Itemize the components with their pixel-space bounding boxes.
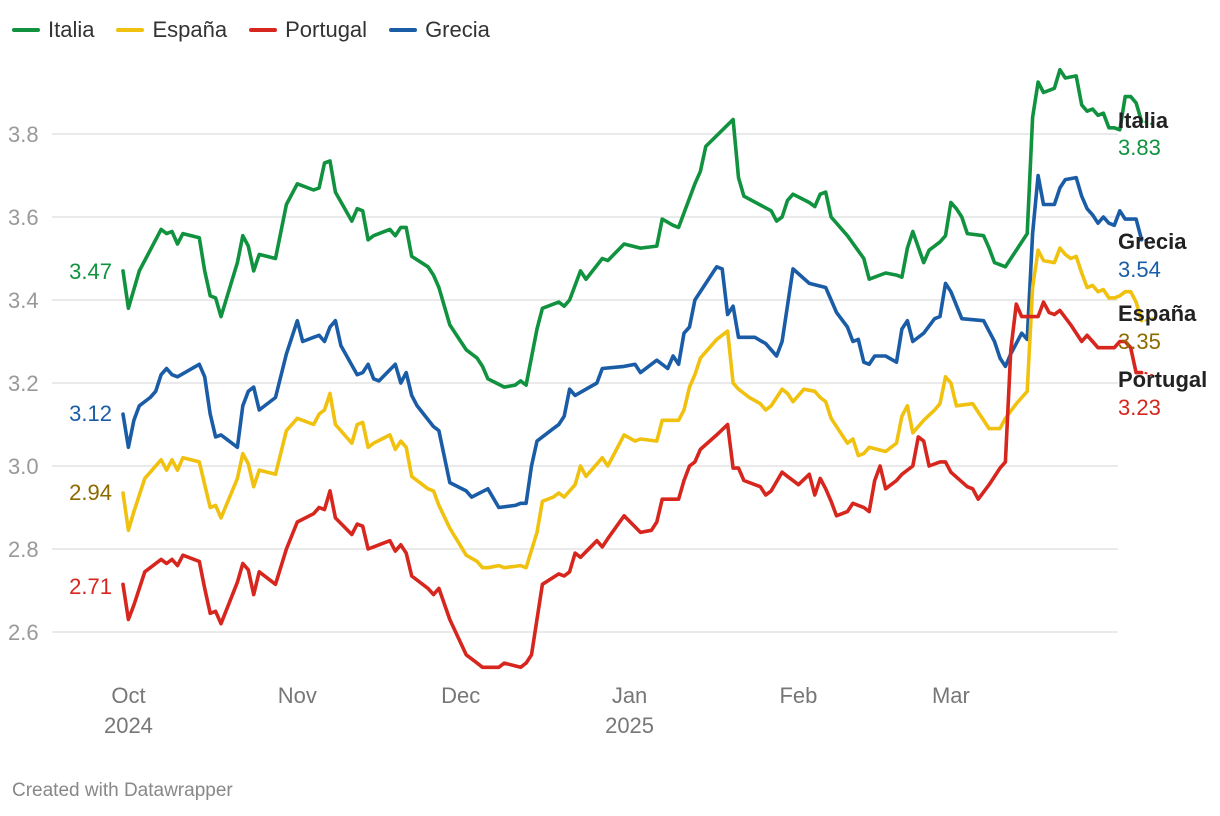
x-tick-sublabel: 2024	[104, 713, 153, 738]
end-name-label-italia: Italia	[1118, 108, 1169, 133]
end-name-label-grecia: Grecia	[1118, 229, 1187, 254]
y-tick-label: 3.6	[8, 205, 39, 230]
x-tick-label: Mar	[932, 683, 970, 708]
series-line-portugal	[121, 300, 1144, 670]
end-connector-portugal	[1144, 371, 1154, 377]
legend-label: Grecia	[425, 17, 490, 42]
legend-label: España	[152, 17, 228, 42]
series-line-españa	[121, 246, 1144, 570]
legend-swatch	[116, 28, 145, 32]
start-value-label-portugal: 2.71	[69, 574, 112, 599]
series-line-italia	[121, 67, 1144, 389]
legend-label: Italia	[48, 17, 95, 42]
x-tick-label: Nov	[278, 683, 317, 708]
y-tick-label: 3.8	[8, 122, 39, 147]
credit-footer: Created with Datawrapper	[12, 780, 233, 801]
legend-swatch	[389, 28, 418, 32]
y-tick-label: 2.8	[8, 537, 39, 562]
x-tick-label: Feb	[779, 683, 817, 708]
end-value-label-españa: 3.35	[1118, 329, 1161, 354]
legend-item-portugal: Portugal	[249, 17, 367, 43]
x-tick-label: Dec	[441, 683, 480, 708]
end-connector-italia	[1144, 120, 1154, 126]
start-value-label-italia: 3.47	[69, 259, 112, 284]
legend-item-italia: Italia	[12, 17, 94, 43]
y-axis: 2.6 2.8 3.0 3.2 3.4 3.6 3.8	[8, 122, 39, 645]
y-tick-label: 3.0	[8, 454, 39, 479]
end-name-label-españa: España	[1118, 301, 1197, 326]
x-tick-sublabel: 2025	[605, 713, 654, 738]
y-tick-label: 3.4	[8, 288, 39, 313]
y-tick-label: 2.6	[8, 620, 39, 645]
end-value-label-italia: 3.83	[1118, 135, 1161, 160]
end-name-label-portugal: Portugal	[1118, 367, 1207, 392]
legend-item-grecia: Grecia	[389, 17, 490, 43]
chart-legend: Italia España Portugal Grecia	[12, 16, 512, 44]
x-tick-label: Jan	[612, 683, 647, 708]
gridlines	[52, 133, 1118, 633]
end-value-label-grecia: 3.54	[1118, 257, 1161, 282]
start-value-label-grecia: 3.12	[69, 401, 112, 426]
legend-item-españa: España	[116, 17, 227, 43]
end-value-label-portugal: 3.23	[1118, 395, 1161, 420]
legend-label: Portugal	[285, 17, 368, 42]
end-connector-españa	[1144, 316, 1154, 322]
legend-swatch	[249, 28, 278, 32]
series-lines	[121, 67, 1154, 670]
start-value-label-españa: 2.94	[69, 480, 112, 505]
y-tick-label: 3.2	[8, 371, 39, 396]
series-line-grecia	[121, 173, 1144, 510]
x-axis: Oct 2024 Nov Dec Jan 2025 Feb Mar	[104, 683, 970, 738]
end-connector-grecia	[1144, 238, 1154, 244]
x-tick-label: Oct	[111, 683, 145, 708]
legend-swatch	[12, 28, 40, 32]
